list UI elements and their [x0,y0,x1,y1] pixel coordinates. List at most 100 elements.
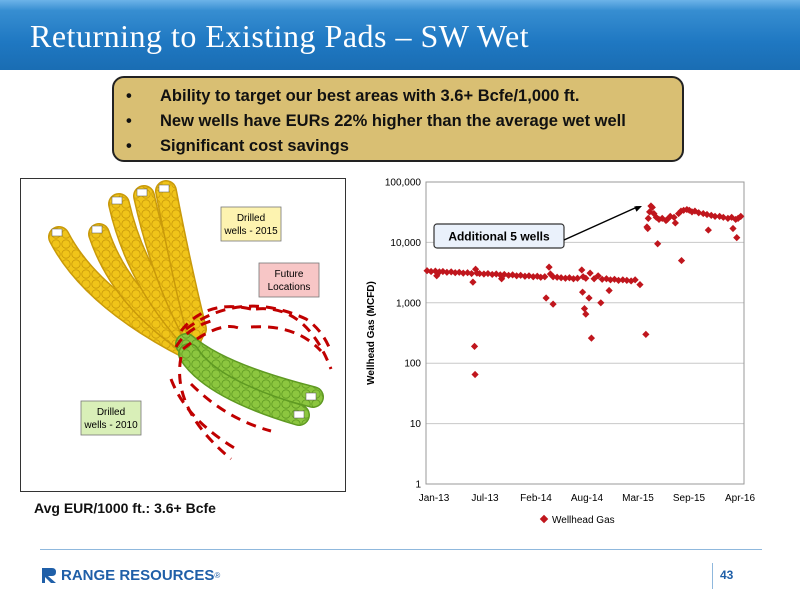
callout-2015-line1: Drilled [237,213,265,224]
bullet-text: Significant cost savings [160,137,349,155]
page-number: 43 [720,568,734,582]
data-point [703,210,711,219]
production-chart-svg: 1 10 100 1,000 10,000 100,000 Jan-13 Jul-13 Feb… [366,178,756,527]
future-wellbore [182,325,242,351]
chart-legend: Wellhead Gas [539,514,615,526]
data-point [549,300,557,308]
x-tick-label: Apr-16 [725,493,755,504]
well-label-tag [136,188,148,197]
bullet-item: • New wells have EURs 22% higher than the… [126,109,682,134]
bullet-text: New wells have EURs 22% higher than the … [160,112,626,130]
data-point [652,213,660,221]
footer-divider [40,549,762,550]
data-point [433,272,441,280]
bullet-icon: • [126,112,132,130]
x-tick-labels: Jan-13 Jul-13 Feb-14 Aug-14 Mar-15 Sep-15 Apr-… [419,493,756,504]
logo-registered-mark: ® [214,570,221,580]
data-point [605,286,613,295]
y-tick-label: 1 [415,480,421,491]
data-point [580,305,589,313]
y-tick-label: 10,000 [390,238,421,249]
callout-2015: Drilled wells - 2015 [220,206,282,242]
callout-2010: Drilled wells - 2010 [80,400,142,436]
bullet-icon: • [126,137,132,155]
y-tick-label: 100,000 [385,178,422,189]
data-point [586,269,594,277]
x-tick-label: Mar-15 [622,493,654,504]
data-point [443,268,451,276]
well-map: Drilled wells - 2015 Future Locations Dr… [48,180,333,461]
bullet-item: • Ability to target our best areas with 3… [126,84,682,109]
data-point [688,208,696,216]
y-tick-label: 1,000 [396,298,421,309]
future-wellbore [179,305,252,332]
annotation-box [433,223,565,249]
data-point [467,269,476,278]
plot-area [425,181,745,485]
future-wellbore [189,382,272,433]
data-point [587,334,596,342]
data-point [471,370,479,379]
future-wellbore [250,325,323,353]
x-tick-label: Sep-15 [673,493,706,504]
data-point [469,278,477,286]
annotation-arrow [563,207,636,241]
callout-future: Future Locations [258,262,320,298]
callout-future-line1: Future [275,269,304,280]
data-point [585,294,593,302]
production-chart: 1 10 100 1,000 10,000 100,000 Jan-13 Jul-13 Feb… [360,172,770,532]
annotation-arrowhead [634,206,642,212]
data-point [737,212,745,220]
data-point [671,219,679,227]
data-point [557,274,565,282]
data-point [695,209,703,217]
data-point [733,234,741,242]
wellbore-2010 [179,344,309,425]
data-point [648,203,656,211]
data-point [455,268,463,276]
callout-2015-line2: wells - 2015 [223,226,278,237]
y-tick-labels: 1 10 100 1,000 10,000 100,000 [385,178,422,491]
callout-2010-line2: wells - 2010 [83,420,138,431]
logo-text: RANGE RESOURCES [61,566,215,584]
annotation-additional-wells: Additional 5 wells [433,206,642,249]
x-tick-label: Feb-14 [520,493,552,504]
bullet-item: • Significant cost savings [126,134,682,159]
data-point [644,224,652,233]
data-point [674,209,683,218]
data-point [654,240,662,248]
data-point [729,224,737,233]
bullet-text: Ability to target our best areas with 3.… [160,87,580,105]
key-points-box: • Ability to target our best areas with 3… [112,76,684,162]
data-point [677,256,686,265]
bullet-icon: • [126,87,132,105]
data-point [691,207,699,215]
future-locations-group [169,304,333,461]
data-point [685,206,693,214]
data-point [670,213,678,221]
data-point [663,215,671,224]
data-point [525,272,533,280]
data-point [711,212,719,220]
data-point [480,270,488,278]
range-logo-icon [42,568,56,583]
well-map-panel: Drilled wells - 2015 Future Locations Dr… [20,178,346,492]
title-bar-stripe [0,0,800,10]
legend-marker [539,514,549,524]
x-tick-label: Aug-14 [571,493,604,504]
future-wellbore [169,378,237,451]
company-logo: RANGE RESOURCES ® [40,566,220,584]
legend-label: Wellhead Gas [552,515,615,526]
future-wellbore [255,307,333,370]
wellbore-2015 [156,181,206,339]
data-point [655,215,663,224]
data-point [724,214,732,222]
well-label-tag [91,225,103,234]
future-wellbore [174,319,212,348]
wells-2010-group [175,333,324,426]
data-point [598,275,606,283]
y-axis-label: Wellhead Gas (MCFD) [366,281,377,385]
y-tick-label: 10 [410,419,422,430]
data-point [594,272,602,280]
data-point [644,214,652,222]
